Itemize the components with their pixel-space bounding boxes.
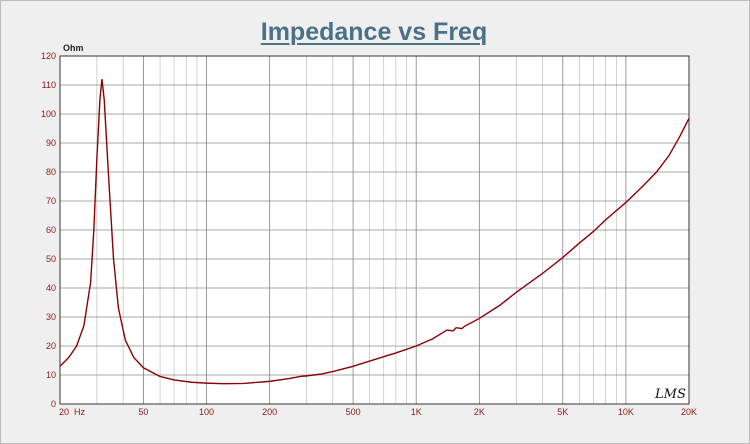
x-tick-label: 100 xyxy=(199,407,214,417)
y-tick-label: 100 xyxy=(41,109,56,119)
y-tick-label: 50 xyxy=(46,254,56,264)
chart-title: Impedance vs Freq xyxy=(260,18,488,46)
y-tick-label: 60 xyxy=(46,225,56,235)
x-tick-label: 2K xyxy=(474,407,485,417)
x-tick-label: 50 xyxy=(138,407,148,417)
x-tick-label: 500 xyxy=(346,407,361,417)
y-tick-label: 90 xyxy=(46,138,56,148)
lms-watermark: LMS xyxy=(654,387,686,402)
y-tick-label: 120 xyxy=(41,51,56,61)
impedance-curve xyxy=(59,79,690,385)
y-tick-label: 70 xyxy=(46,196,56,206)
y-tick-label: 40 xyxy=(46,283,56,293)
x-tick-label: 20 Hz xyxy=(59,407,86,417)
y-tick-label: 30 xyxy=(46,312,56,322)
x-tick-label: 5K xyxy=(557,407,568,417)
x-tick-label: 1K xyxy=(411,407,422,417)
y-tick-label: 110 xyxy=(42,80,56,90)
x-tick-label: 10K xyxy=(618,407,634,417)
x-tick-label: 200 xyxy=(262,407,277,417)
plot-border xyxy=(59,55,690,405)
y-tick-label: 80 xyxy=(46,167,56,177)
y-tick-label: 0 xyxy=(51,399,56,409)
y-tick-label: 20 xyxy=(46,341,56,351)
x-tick-label: 20K xyxy=(681,407,697,417)
x-tick-labels: 20 Hz 50 100 200 500 1K 2K 5K 10K 20K xyxy=(59,407,697,417)
y-tick-label: 10 xyxy=(46,370,56,380)
y-tick-labels: 0 10 20 30 40 50 60 70 80 90 100 110 120 xyxy=(41,51,56,409)
y-axis-unit-label: Ohm xyxy=(63,43,84,53)
